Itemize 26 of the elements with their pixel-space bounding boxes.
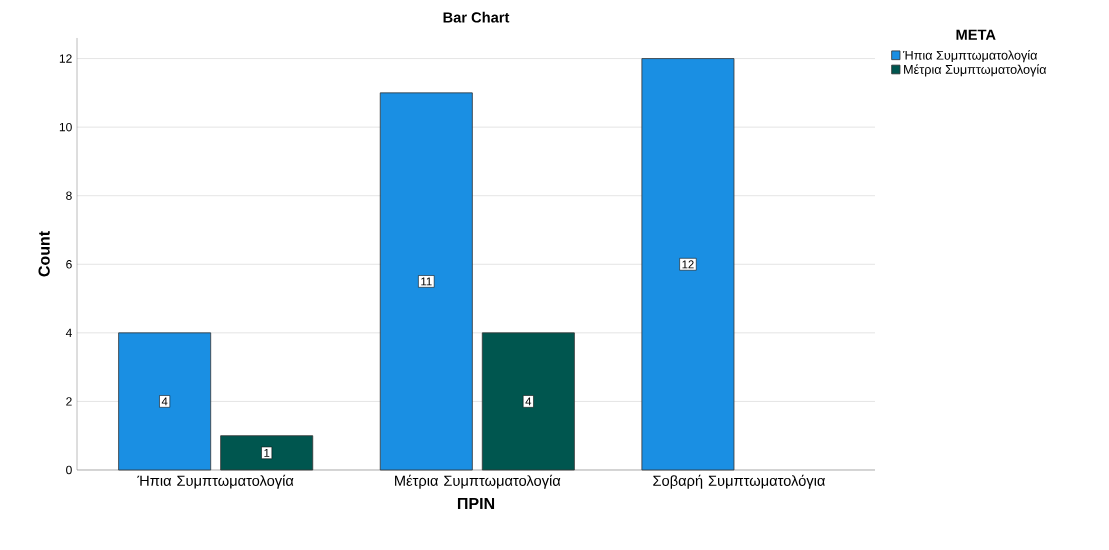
y-tick-label: 10 — [59, 122, 72, 132]
data-label: 12 — [682, 260, 694, 269]
x-tick-label: Μέτρια Συμπτωματολογία — [395, 474, 561, 489]
y-tick-label: 0 — [66, 465, 72, 475]
x-tick-label: Σοβαρή Συμπτωματολόγια — [653, 474, 825, 489]
y-tick-label: 8 — [66, 191, 72, 200]
legend-label: Μέτρια Συμπτωματολογία — [904, 64, 1047, 77]
data-label: 11 — [421, 277, 432, 286]
data-label: 4 — [161, 397, 168, 406]
x-axis-title: ΠΡΙΝ — [457, 497, 495, 509]
y-tick-label: 2 — [66, 397, 72, 406]
y-tick-label: 12 — [59, 54, 72, 63]
x-tick-label: Ήπια Συμπτωματολογία — [137, 474, 294, 489]
bar — [118, 332, 212, 471]
y-axis-title: Count — [38, 231, 50, 277]
bar — [641, 58, 735, 471]
bar — [481, 332, 575, 471]
y-tick-label: 4 — [65, 328, 72, 337]
bar — [379, 92, 473, 471]
chart-title: Bar Chart — [443, 11, 510, 23]
data-label: 1 — [264, 448, 270, 457]
legend-label: Ήπια Συμπτωματολογία — [902, 50, 1038, 63]
legend-title: ΜΕΤΑ — [956, 29, 996, 40]
y-tick-label: 6 — [66, 260, 72, 269]
bar — [220, 435, 314, 471]
data-label: 4 — [525, 397, 532, 406]
